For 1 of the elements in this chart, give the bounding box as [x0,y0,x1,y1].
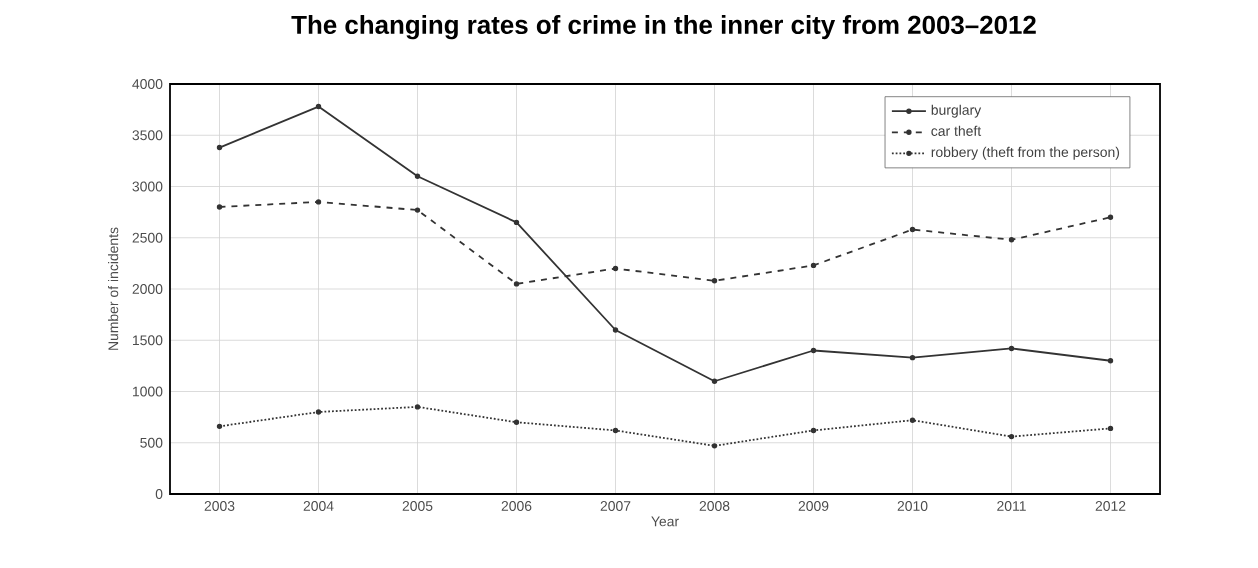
chart-title: The changing rates of crime in the inner city from 2003–2012 [291,15,1036,40]
